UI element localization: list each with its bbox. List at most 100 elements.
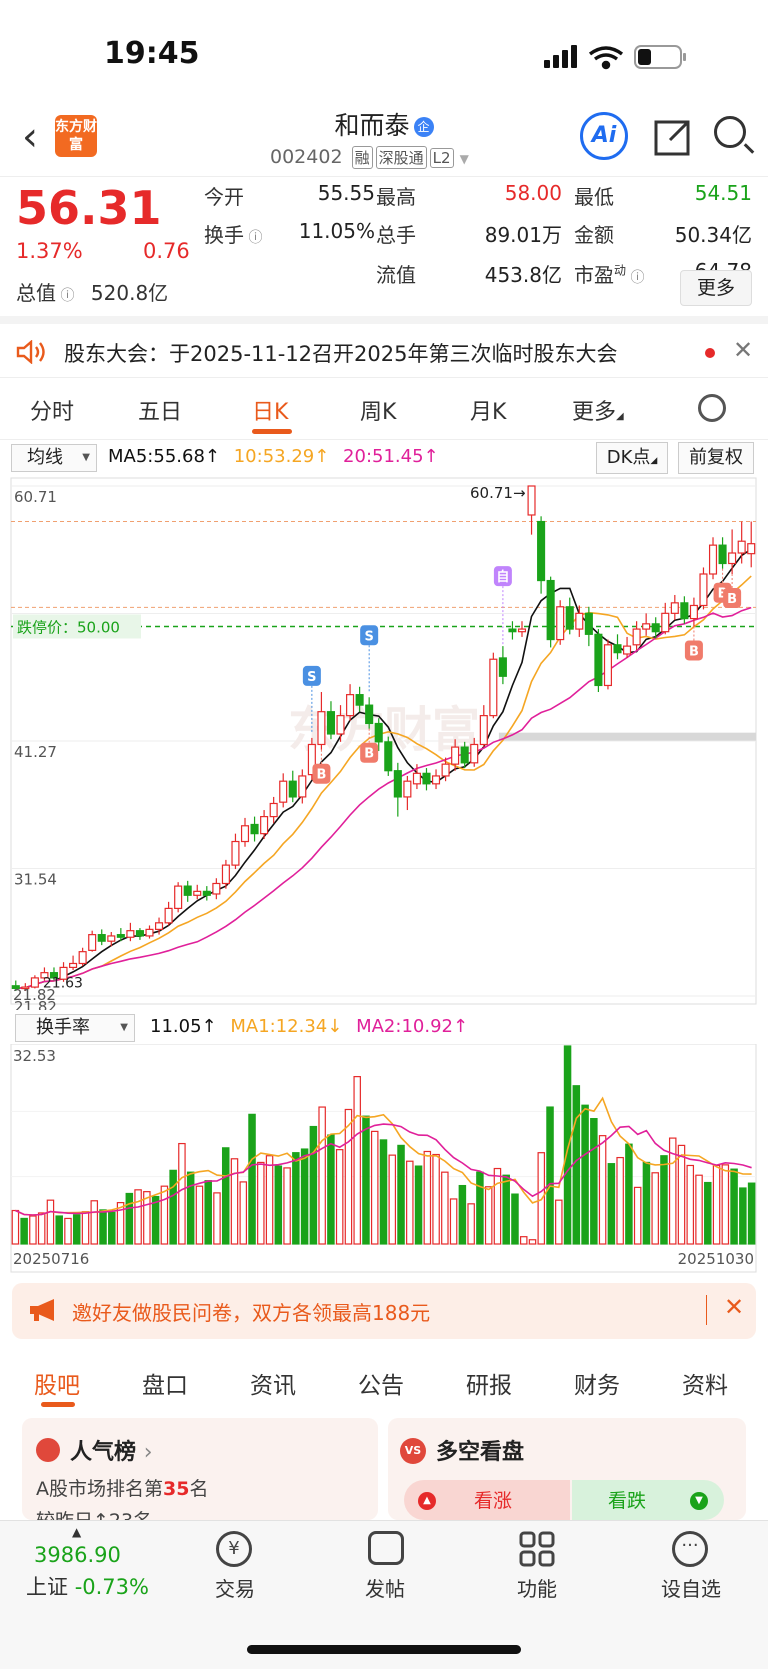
- popularity-card[interactable]: 人气榜 › A股市场排名第35名 较昨日↑23名: [22, 1418, 378, 1520]
- nav-post[interactable]: 发帖: [340, 1527, 430, 1607]
- candle-body: [680, 602, 689, 620]
- index-row[interactable]: 上证 -0.73%: [26, 1571, 149, 1601]
- candle: [21, 983, 30, 992]
- candle-body: [155, 922, 164, 930]
- turnover-bar: [257, 1161, 265, 1245]
- rank-line: A股市场排名第35名: [36, 1474, 208, 1501]
- corner-caret-icon: ◢: [616, 411, 624, 422]
- candle: [594, 629, 603, 693]
- promo-banner[interactable]: 邀好友做股民问卷，双方各领最高188元 ✕: [12, 1283, 756, 1339]
- stock-code-row[interactable]: 002402 融深股通 L2 ▼: [270, 146, 469, 169]
- candle-body: [537, 520, 546, 582]
- candle: [221, 859, 230, 889]
- quote-label: 总手: [376, 223, 416, 247]
- close-icon[interactable]: ✕: [733, 336, 754, 364]
- candle: [202, 886, 211, 901]
- ma10-line: [15, 575, 752, 990]
- turnover-bar: [721, 1164, 730, 1245]
- kline-tabs: 分时 五日 日K 周K 月K 更多◢: [0, 378, 768, 440]
- tab-research[interactable]: 研报: [466, 1373, 512, 1399]
- candle-body: [642, 623, 651, 630]
- candle: [231, 833, 240, 870]
- candle-body: [479, 715, 488, 746]
- turnover-bar: [747, 1182, 756, 1245]
- tab-forum[interactable]: 股吧: [34, 1373, 80, 1399]
- trade-signal: B: [360, 728, 379, 763]
- candle-body: [355, 694, 364, 706]
- turnover-bar: [423, 1150, 432, 1245]
- nav-functions[interactable]: 功能: [492, 1527, 582, 1607]
- total-value: 520.8亿: [90, 281, 169, 305]
- turnover-bar: [528, 1239, 537, 1245]
- bull-bear-card[interactable]: VS 多空看盘 ▲ 看涨 看跌 ▼: [388, 1418, 746, 1520]
- candle-body: [632, 628, 641, 646]
- tab-monthly[interactable]: 月K: [470, 400, 507, 425]
- candle: [346, 684, 355, 721]
- indicator-select[interactable]: 换手率: [15, 1014, 135, 1042]
- tab-more[interactable]: 更多◢: [572, 394, 624, 426]
- candle: [317, 692, 326, 750]
- popularity-title: 人气榜: [70, 1440, 137, 1465]
- card-title: 人气榜 ›: [70, 1434, 153, 1466]
- tab-profile[interactable]: 资料: [682, 1373, 728, 1399]
- candle-body: [498, 657, 507, 677]
- quote-value: 50.34亿: [674, 223, 752, 247]
- tab-daily[interactable]: 日K: [252, 400, 289, 425]
- ai-button[interactable]: Ai: [580, 112, 628, 160]
- tab-5day[interactable]: 五日: [138, 400, 183, 425]
- info-icon[interactable]: ⓘ: [244, 230, 263, 246]
- tab-news[interactable]: 资讯: [250, 1373, 296, 1399]
- quote-value: 89.01万: [484, 223, 562, 247]
- active-tab-underline: [41, 1402, 75, 1407]
- candle: [441, 757, 450, 782]
- candle-body: [11, 985, 20, 989]
- tab-announcements[interactable]: 公告: [358, 1373, 404, 1399]
- status-bar: 19:45: [0, 0, 768, 110]
- candle-body: [451, 746, 460, 765]
- candle: [107, 932, 116, 947]
- candle-body: [317, 711, 326, 746]
- candle-body: [718, 544, 727, 565]
- tab-orderbook[interactable]: 盘口: [142, 1373, 188, 1399]
- turnover-bar: [458, 1184, 467, 1245]
- close-icon[interactable]: ✕: [724, 1293, 745, 1321]
- info-icon[interactable]: ⓘ: [626, 270, 645, 286]
- tab-finance[interactable]: 财务: [574, 1373, 620, 1399]
- dropdown-caret-icon: ▼: [459, 152, 469, 166]
- turnover-bar: [712, 1164, 721, 1245]
- gear-icon[interactable]: [698, 394, 726, 422]
- candle: [737, 521, 746, 564]
- bull-button[interactable]: ▲ 看涨: [404, 1480, 570, 1520]
- notice-bar[interactable]: 股东大会：于2025-11-12召开2025年第三次临时股东大会 ✕: [0, 316, 768, 378]
- yen-icon: ¥: [216, 1531, 252, 1567]
- ma-select[interactable]: 均线: [11, 444, 97, 472]
- status-icons: [544, 45, 686, 70]
- candle-body: [393, 770, 402, 798]
- candle: [40, 967, 49, 981]
- candle: [489, 652, 498, 719]
- candle: [260, 810, 269, 839]
- share-icon[interactable]: [652, 118, 692, 162]
- dk-point-button[interactable]: DK点◢: [596, 442, 668, 474]
- bear-button[interactable]: 看跌 ▼: [572, 1480, 724, 1520]
- back-icon[interactable]: ‹: [22, 114, 38, 160]
- tab-weekly[interactable]: 周K: [360, 400, 397, 425]
- nav-watchlist[interactable]: ··· 设自选: [646, 1527, 736, 1607]
- candle-body: [279, 780, 288, 803]
- turnover-chart[interactable]: 32.53 20250716 20251030: [0, 1044, 768, 1274]
- nav-trade[interactable]: ¥ 交易: [190, 1527, 280, 1607]
- kline-chart[interactable]: 60.7150.9941.2731.5421.82东方财富跌停价：50.0060…: [0, 476, 768, 1010]
- candle: [126, 922, 135, 942]
- search-icon[interactable]: [714, 116, 746, 148]
- index-value[interactable]: 3986.90: [34, 1543, 121, 1567]
- tab-intraday[interactable]: 分时: [30, 400, 75, 425]
- turnover-bar: [72, 1214, 81, 1245]
- turnover-bar: [590, 1118, 598, 1245]
- candle-body: [546, 579, 555, 641]
- signal-label: B: [364, 747, 374, 762]
- quote-more-button[interactable]: 更多: [680, 270, 752, 306]
- candle: [145, 925, 154, 939]
- turnover-bar: [493, 1167, 502, 1245]
- info-icon[interactable]: ⓘ: [56, 288, 79, 304]
- adjust-button[interactable]: 前复权: [678, 442, 754, 474]
